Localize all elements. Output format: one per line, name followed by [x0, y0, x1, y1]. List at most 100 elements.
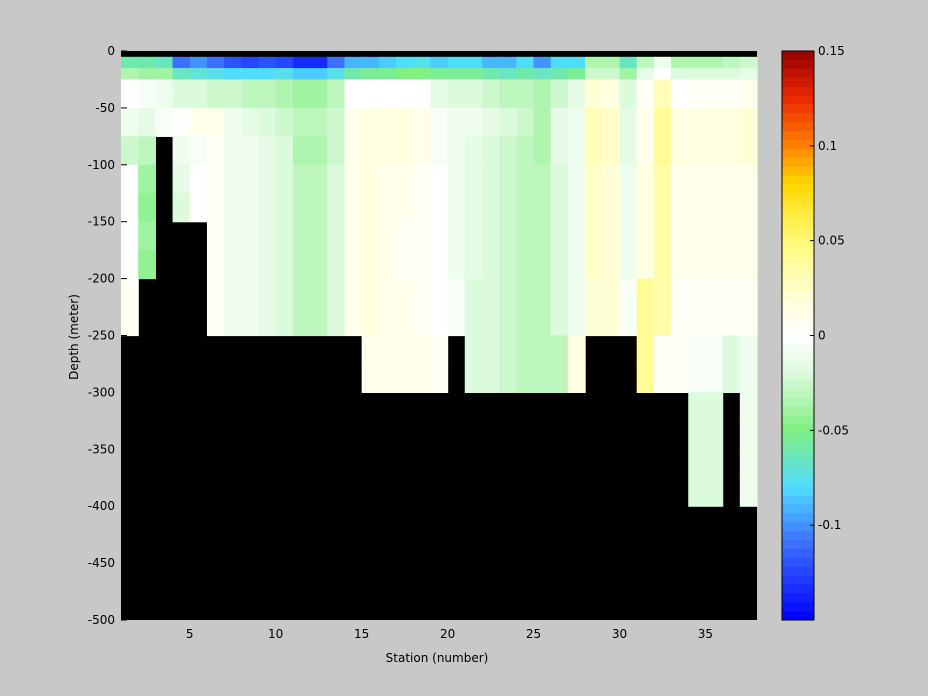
- heatmap-cell: [206, 56, 225, 69]
- heatmap-cell: [464, 164, 483, 194]
- colorbar-band: [782, 504, 814, 514]
- heatmap-cell: [619, 136, 638, 166]
- heatmap-cell: [481, 107, 500, 137]
- heatmap-cell: [671, 335, 689, 365]
- heatmap-cell: [619, 107, 638, 137]
- heatmap-cell: [499, 68, 517, 81]
- heatmap-cell: [430, 56, 449, 69]
- heatmap-cell: [722, 193, 741, 223]
- heatmap-cell: [688, 449, 707, 479]
- heatmap-cell: [413, 250, 432, 280]
- y-tick-label: -50: [95, 101, 115, 115]
- heatmap-cell: [241, 221, 260, 251]
- heatmap-cell: [361, 68, 380, 81]
- heatmap-cell: [258, 56, 277, 69]
- heatmap-cell: [602, 68, 621, 81]
- heatmap-cell: [464, 278, 483, 308]
- heatmap-cell: [430, 307, 449, 337]
- heatmap-cell: [224, 164, 242, 194]
- heatmap-cell: [533, 278, 552, 308]
- heatmap-cell: [275, 250, 294, 280]
- heatmap-cell: [224, 79, 242, 109]
- colorbar-band: [782, 68, 814, 79]
- heatmap-cell: [567, 56, 586, 69]
- heatmap-cell: [241, 164, 260, 194]
- y-tick-label: -200: [88, 272, 115, 286]
- heatmap-cell: [705, 449, 724, 479]
- heatmap-cell: [739, 307, 758, 337]
- heatmap-cell: [344, 107, 363, 137]
- heatmap-cell: [378, 68, 397, 81]
- heatmap-cell: [653, 56, 672, 69]
- heatmap-cell: [653, 335, 672, 365]
- colorbar-band: [782, 113, 814, 123]
- colorbar-tick-label: -0.1: [818, 518, 841, 532]
- heatmap-cell: [567, 79, 586, 109]
- y-tick-label: 0: [107, 44, 115, 58]
- colorbar-band: [782, 139, 814, 150]
- heatmap-cell: [138, 107, 156, 137]
- colorbar-band: [782, 371, 814, 381]
- x-tick-label: 5: [186, 627, 194, 641]
- heatmap-cell: [430, 136, 449, 166]
- colorbar-band: [782, 611, 814, 621]
- heatmap-cell: [516, 79, 535, 109]
- heatmap-cell: [550, 164, 569, 194]
- heatmap-cell: [241, 136, 260, 166]
- colorbar-band: [782, 219, 814, 230]
- heatmap-cell: [705, 392, 724, 422]
- heatmap-cell: [327, 107, 346, 137]
- heatmap-cell: [481, 363, 500, 393]
- heatmap-cell: [224, 307, 242, 337]
- heatmap-cell: [602, 164, 621, 194]
- colorbar-band: [782, 433, 814, 443]
- heatmap-cell: [653, 68, 672, 81]
- heatmap-cell: [327, 79, 346, 109]
- heatmap-cell: [481, 250, 500, 280]
- colorbar-band: [782, 131, 814, 141]
- heatmap-cell: [516, 56, 535, 69]
- heatmap-cell: [447, 164, 466, 194]
- heatmap-cell: [275, 193, 294, 223]
- heatmap-cell: [344, 221, 363, 251]
- heatmap-cell: [567, 193, 586, 223]
- heatmap-cell: [206, 250, 225, 280]
- heatmap-cell: [413, 107, 432, 137]
- heatmap-cell: [550, 221, 569, 251]
- colorbar-band: [782, 86, 814, 96]
- heatmap-cell: [361, 56, 380, 69]
- heatmap-cell: [636, 136, 655, 166]
- heatmap-cell: [619, 278, 638, 308]
- heatmap-cell: [636, 56, 655, 69]
- heatmap-cell: [310, 107, 328, 137]
- heatmap-cell: [499, 250, 517, 280]
- heatmap-cell: [396, 68, 414, 81]
- heatmap-cell: [206, 278, 225, 308]
- heatmap-cell: [447, 107, 466, 137]
- colorbar-band: [782, 575, 814, 585]
- heatmap-cell: [533, 363, 552, 393]
- heatmap-cell: [464, 221, 483, 251]
- colorbar-band: [782, 326, 814, 336]
- x-tick-label: 20: [440, 627, 455, 641]
- heatmap-cell: [550, 335, 569, 365]
- heatmap-cell: [688, 56, 707, 69]
- heatmap-cell: [688, 136, 707, 166]
- heatmap-cell: [533, 193, 552, 223]
- heatmap-cell: [310, 221, 328, 251]
- heatmap-cell: [653, 136, 672, 166]
- colorbar-band: [782, 593, 814, 603]
- heatmap-cell: [602, 136, 621, 166]
- x-tick-label: 15: [354, 627, 369, 641]
- heatmap-cell: [705, 193, 724, 223]
- x-tick-label: 25: [526, 627, 541, 641]
- heatmap-cell: [533, 56, 552, 69]
- heatmap-cell: [481, 164, 500, 194]
- heatmap-cell: [396, 250, 414, 280]
- colorbar-band: [782, 299, 814, 310]
- heatmap-cell: [705, 420, 724, 450]
- heatmap-cell: [121, 221, 139, 251]
- heatmap-cell: [378, 164, 397, 194]
- heatmap-cell: [206, 307, 225, 337]
- heatmap-cell: [585, 68, 603, 81]
